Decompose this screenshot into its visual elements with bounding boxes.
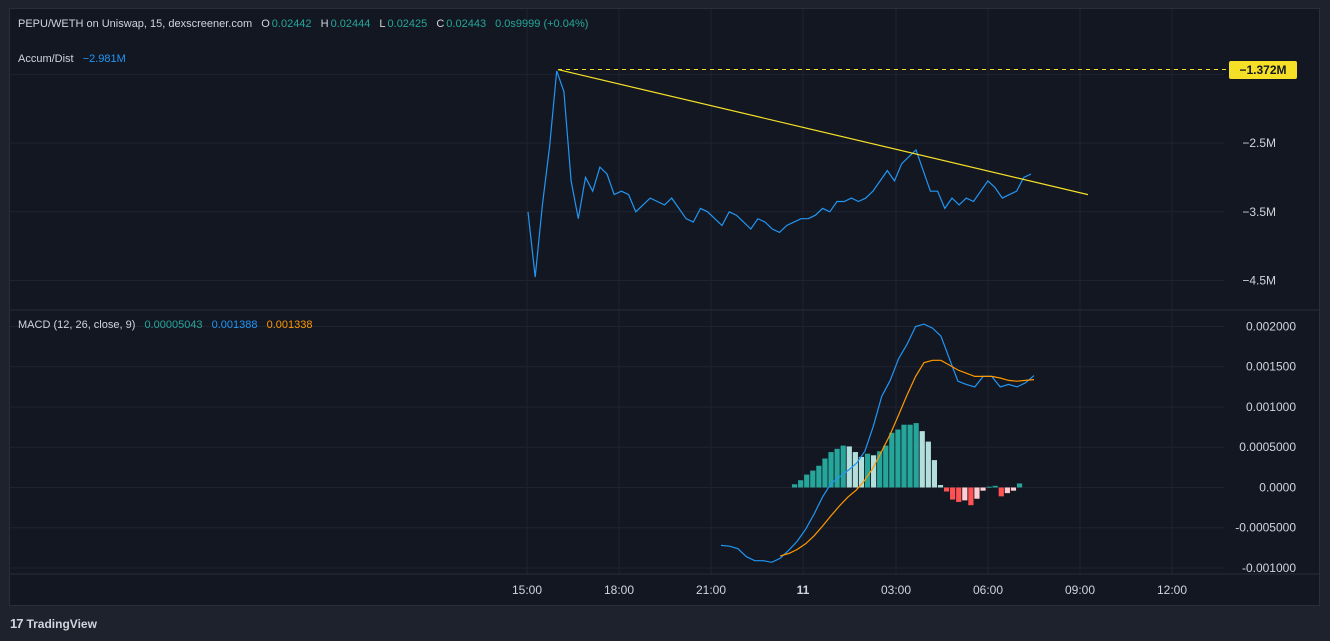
histogram-bar xyxy=(943,487,950,492)
histogram-bar xyxy=(791,484,798,488)
x-tick-label: 03:00 xyxy=(881,583,911,597)
histogram-bar xyxy=(968,487,974,506)
macd-y-tick-label: 0.001500 xyxy=(1246,360,1296,374)
histogram-bar xyxy=(913,423,919,488)
histogram-bar xyxy=(962,487,968,501)
histogram-bar xyxy=(895,429,901,488)
histogram-bar xyxy=(816,465,822,488)
macd-legend[interactable]: MACD (12, 26, close, 9) 0.00005043 0.001… xyxy=(18,319,314,331)
macd-line xyxy=(720,323,1035,563)
change-value: 0.0s9999 (+0.04%) xyxy=(495,18,589,30)
last-value-price-label: −1.372M xyxy=(1229,60,1297,79)
macd-y-tick-label: -0.001000 xyxy=(1242,561,1296,575)
close-label: C xyxy=(436,18,445,30)
macd-y-tick-label: 0.0000 xyxy=(1259,480,1296,494)
open-value: 0.02442 xyxy=(271,18,312,30)
x-tick-label: 12:00 xyxy=(1157,583,1187,597)
histogram-bar xyxy=(907,424,913,488)
macd-line-value: 0.001388 xyxy=(211,319,258,331)
macd-signal-value: 0.001338 xyxy=(266,319,313,331)
accum-dist-line xyxy=(527,70,1032,278)
symbol-title: PEPU/WETH on Uniswap, 15, dexscreener.co… xyxy=(18,18,253,30)
histogram-bar xyxy=(937,485,944,488)
histogram-bar xyxy=(925,441,931,488)
x-tick-label: 18:00 xyxy=(604,583,634,597)
footer xyxy=(0,606,1330,641)
histogram-bar xyxy=(889,432,895,488)
histogram-bar xyxy=(852,452,858,488)
trend-line xyxy=(557,68,1089,196)
histogram-bar xyxy=(877,451,883,488)
macd-y-tick-label: 0.002000 xyxy=(1246,319,1296,333)
macd-y-tick-label: 0.0005000 xyxy=(1239,440,1296,454)
histogram-bar xyxy=(974,487,980,499)
histogram-bar xyxy=(986,486,992,488)
histogram-bar xyxy=(980,487,986,491)
x-tick-label: 21:00 xyxy=(696,583,726,597)
accum-dist-legend[interactable]: Accum/Dist −2.981M xyxy=(18,53,128,65)
histogram-bar xyxy=(871,455,877,488)
histogram-bar xyxy=(919,431,925,488)
histogram-bar xyxy=(883,445,889,488)
tradingview-logo-icon: 17 xyxy=(10,616,24,631)
histogram-bar xyxy=(901,424,907,488)
macd-y-tick-label: 0.001000 xyxy=(1246,400,1296,414)
macd-hist-value: 0.00005043 xyxy=(144,319,203,331)
symbol-header: PEPU/WETH on Uniswap, 15, dexscreener.co… xyxy=(18,18,590,30)
macd-y-tick-label: -0.0005000 xyxy=(1235,521,1296,535)
x-tick-label: 11 xyxy=(797,583,810,597)
histogram-bar xyxy=(1016,483,1023,488)
macd-name: MACD (12, 26, close, 9) xyxy=(18,319,136,331)
high-value: 0.02444 xyxy=(330,18,371,30)
x-tick-label: 06:00 xyxy=(973,583,1003,597)
histogram-bar xyxy=(834,448,840,488)
histogram-bar xyxy=(804,474,810,488)
histogram-bar xyxy=(810,470,816,488)
histogram-bar xyxy=(956,487,962,502)
close-value: 0.02443 xyxy=(446,18,487,30)
ad-y-tick-label: −2.5M xyxy=(1242,136,1276,150)
histogram-bar xyxy=(950,487,956,500)
chart-frame[interactable] xyxy=(9,8,1320,606)
high-label: H xyxy=(320,18,329,30)
histogram-bar xyxy=(840,445,846,488)
accum-dist-value: −2.981M xyxy=(82,53,126,65)
tradingview-logo[interactable]: 17 TradingView xyxy=(10,616,97,631)
histogram-bar xyxy=(864,453,871,488)
ad-y-tick-label: −3.5M xyxy=(1242,205,1276,219)
low-value: 0.02425 xyxy=(387,18,428,30)
low-label: L xyxy=(379,18,386,30)
histogram-bar xyxy=(998,487,1004,497)
histogram-bar xyxy=(828,452,834,488)
histogram-bar xyxy=(798,480,804,488)
histogram-bar xyxy=(1010,487,1017,491)
histogram-bar xyxy=(992,485,998,488)
histogram-bar xyxy=(846,446,852,488)
accum-dist-name: Accum/Dist xyxy=(18,53,74,65)
histogram-bar xyxy=(931,460,937,488)
ad-y-tick-label: −4.5M xyxy=(1242,274,1276,288)
open-label: O xyxy=(261,18,270,30)
histogram-bar xyxy=(1004,487,1010,494)
x-tick-label: 09:00 xyxy=(1065,583,1095,597)
histogram-bar xyxy=(858,456,865,488)
x-tick-label: 15:00 xyxy=(512,583,542,597)
signal-line xyxy=(780,359,1035,557)
histogram-bar xyxy=(822,458,828,488)
tradingview-brand: TradingView xyxy=(26,616,97,631)
